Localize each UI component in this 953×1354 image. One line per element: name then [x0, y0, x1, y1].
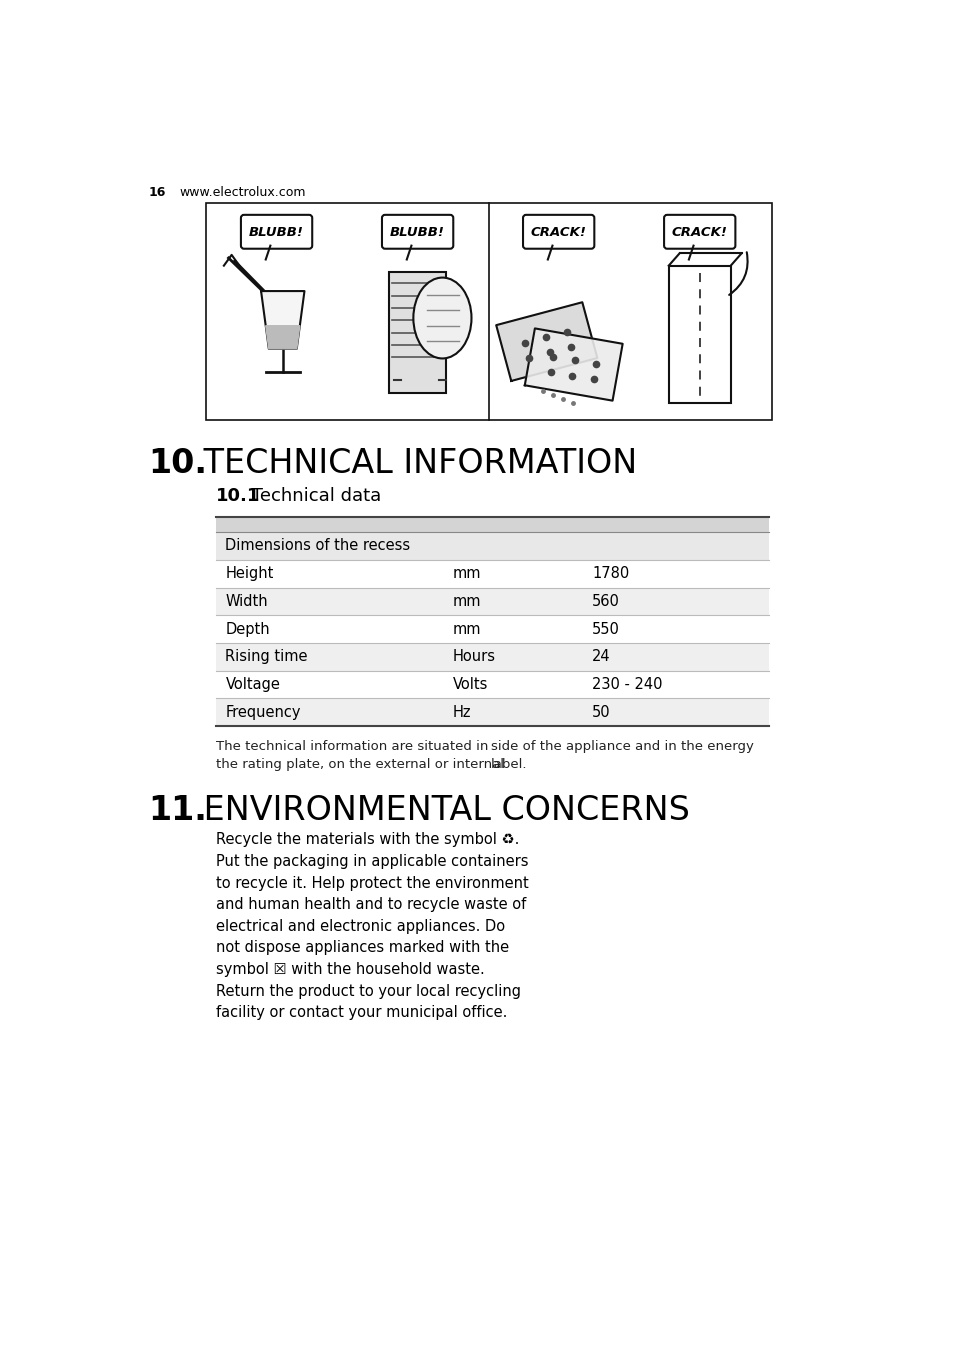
Text: www.electrolux.com: www.electrolux.com [179, 185, 306, 199]
Text: 550: 550 [592, 621, 619, 636]
Text: 10.: 10. [149, 447, 208, 481]
Bar [668, 265, 730, 402]
Polygon shape [261, 291, 304, 349]
Text: mm: mm [452, 594, 480, 609]
Text: 560: 560 [592, 594, 619, 609]
FancyBboxPatch shape [381, 215, 453, 249]
Bar [216, 588, 768, 615]
Text: Height: Height [225, 566, 274, 581]
Text: ENVIRONMENTAL CONCERNS: ENVIRONMENTAL CONCERNS [193, 793, 689, 827]
Text: 10.1: 10.1 [216, 487, 260, 505]
Bar [216, 670, 768, 699]
FancyBboxPatch shape [663, 215, 735, 249]
Text: The technical information are situated in
the rating plate, on the external or i: The technical information are situated i… [216, 741, 503, 772]
Text: side of the appliance and in the energy
label.: side of the appliance and in the energy … [491, 741, 753, 772]
Text: Width: Width [225, 594, 268, 609]
Text: TECHNICAL INFORMATION: TECHNICAL INFORMATION [193, 447, 637, 481]
Text: 230 - 240: 230 - 240 [592, 677, 661, 692]
Text: 11.: 11. [149, 793, 208, 827]
Bar [389, 272, 446, 394]
Text: Hz: Hz [452, 705, 471, 720]
Text: Rising time: Rising time [225, 650, 308, 665]
Text: BLUBB!: BLUBB! [390, 226, 445, 240]
Text: 24: 24 [592, 650, 610, 665]
Ellipse shape [413, 278, 471, 359]
Bar [216, 532, 768, 559]
Bar [216, 643, 768, 670]
Text: 16: 16 [149, 185, 166, 199]
Text: Hours: Hours [452, 650, 495, 665]
Bar [216, 517, 768, 532]
Text: Depth: Depth [225, 621, 270, 636]
Polygon shape [266, 326, 299, 349]
Text: CRACK!: CRACK! [530, 226, 586, 240]
Bar [206, 203, 771, 420]
FancyBboxPatch shape [522, 215, 594, 249]
Text: Frequency: Frequency [225, 705, 300, 720]
Text: 1780: 1780 [592, 566, 629, 581]
Text: Volts: Volts [452, 677, 487, 692]
Text: 50: 50 [592, 705, 610, 720]
Polygon shape [524, 329, 622, 401]
FancyBboxPatch shape [241, 215, 312, 249]
Bar [216, 615, 768, 643]
Text: mm: mm [452, 566, 480, 581]
Text: Technical data: Technical data [245, 487, 380, 505]
Bar [216, 699, 768, 726]
Text: CRACK!: CRACK! [671, 226, 727, 240]
Text: Recycle the materials with the symbol ♻.
Put the packaging in applicable contain: Recycle the materials with the symbol ♻.… [216, 833, 528, 1020]
Text: BLUBB!: BLUBB! [249, 226, 304, 240]
Text: Voltage: Voltage [225, 677, 280, 692]
Text: Dimensions of the recess: Dimensions of the recess [225, 539, 410, 554]
Text: mm: mm [452, 621, 480, 636]
Bar [216, 559, 768, 588]
Polygon shape [496, 302, 597, 380]
